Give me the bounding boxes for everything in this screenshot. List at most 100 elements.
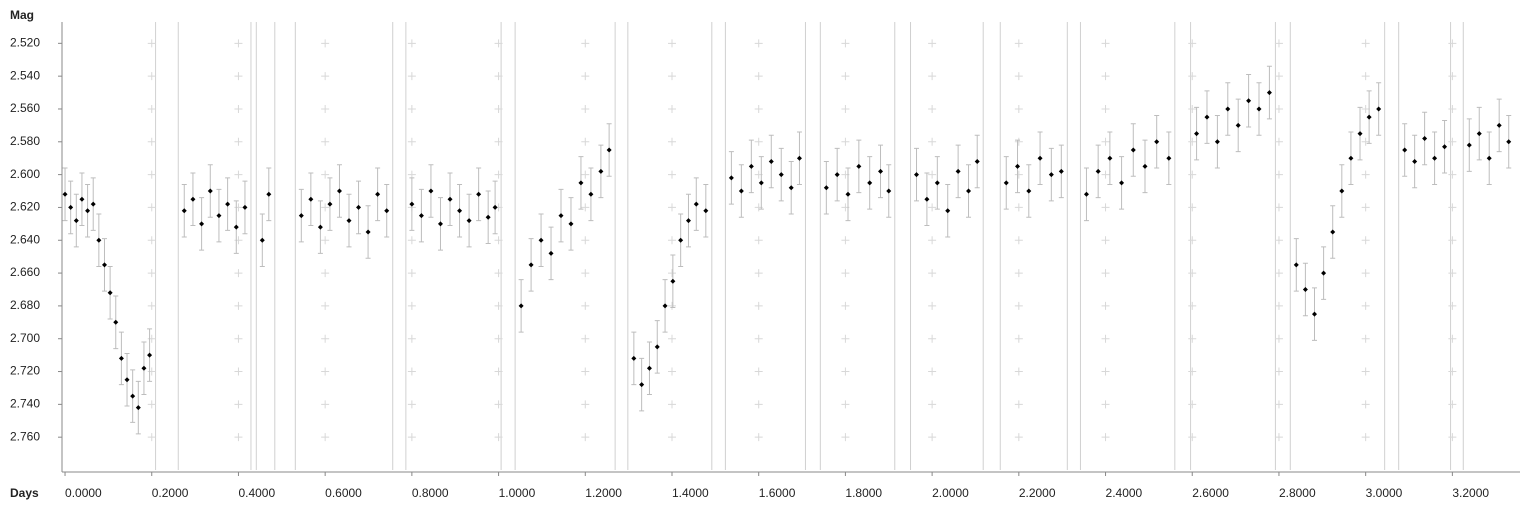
grid-mark bbox=[581, 72, 590, 81]
data-point bbox=[1235, 122, 1241, 128]
data-point bbox=[1496, 122, 1502, 128]
grid-mark bbox=[1361, 334, 1370, 343]
data-point bbox=[1083, 191, 1089, 197]
grid-mark bbox=[234, 269, 243, 278]
grid-mark bbox=[1101, 367, 1110, 376]
data-point bbox=[778, 172, 784, 178]
x-tick-label: 2.2000 bbox=[1019, 486, 1056, 500]
data-point bbox=[418, 213, 424, 219]
grid-mark bbox=[147, 104, 156, 113]
data-point bbox=[409, 201, 415, 207]
grid-mark bbox=[581, 137, 590, 146]
grid-mark bbox=[928, 72, 937, 81]
data-point bbox=[693, 201, 699, 207]
grid-mark bbox=[234, 104, 243, 113]
grid-mark bbox=[494, 72, 503, 81]
grid-mark bbox=[928, 334, 937, 343]
data-point bbox=[1026, 188, 1032, 194]
data-point bbox=[914, 172, 920, 178]
data-point bbox=[646, 365, 652, 371]
grid-mark bbox=[407, 170, 416, 179]
data-point bbox=[1214, 139, 1220, 145]
data-point bbox=[1442, 144, 1448, 150]
grid-mark bbox=[1361, 433, 1370, 442]
data-point bbox=[79, 196, 85, 202]
data-point bbox=[1015, 163, 1021, 169]
grid-mark bbox=[928, 203, 937, 212]
grid-mark bbox=[234, 400, 243, 409]
data-point bbox=[327, 201, 333, 207]
grid-mark bbox=[754, 367, 763, 376]
data-point bbox=[1037, 155, 1043, 161]
grid-mark bbox=[1274, 334, 1283, 343]
data-point bbox=[1476, 131, 1482, 137]
data-point bbox=[1003, 180, 1009, 186]
grid-mark bbox=[667, 72, 676, 81]
grid-mark bbox=[1101, 269, 1110, 278]
grid-mark bbox=[321, 269, 330, 278]
grid-mark bbox=[581, 400, 590, 409]
grid-mark bbox=[667, 170, 676, 179]
grid-mark bbox=[407, 301, 416, 310]
data-point bbox=[558, 213, 564, 219]
y-tick-label: 2.620 bbox=[10, 200, 40, 214]
grid-mark bbox=[147, 170, 156, 179]
data-point bbox=[428, 188, 434, 194]
grid-mark bbox=[1448, 170, 1457, 179]
grid-mark bbox=[1448, 433, 1457, 442]
grid-mark bbox=[1361, 301, 1370, 310]
grid-mark bbox=[1361, 269, 1370, 278]
grid-mark bbox=[928, 301, 937, 310]
grid-mark bbox=[928, 170, 937, 179]
grid-mark bbox=[928, 269, 937, 278]
grid-mark bbox=[1361, 137, 1370, 146]
data-point bbox=[233, 224, 239, 230]
data-point bbox=[1119, 180, 1125, 186]
data-point bbox=[538, 237, 544, 243]
grid-mark bbox=[234, 301, 243, 310]
data-point bbox=[259, 237, 265, 243]
data-point bbox=[68, 204, 74, 210]
grid-mark bbox=[321, 334, 330, 343]
grid-mark bbox=[1188, 301, 1197, 310]
y-tick-label: 2.560 bbox=[10, 101, 40, 115]
grid-mark bbox=[147, 269, 156, 278]
data-point bbox=[1048, 172, 1054, 178]
grid-mark bbox=[1274, 104, 1283, 113]
grid-mark bbox=[1188, 203, 1197, 212]
grid-mark bbox=[1448, 203, 1457, 212]
grid-mark bbox=[667, 236, 676, 245]
data-point bbox=[1266, 90, 1272, 96]
data-point bbox=[1506, 139, 1512, 145]
x-tick-label: 3.2000 bbox=[1452, 486, 1489, 500]
grid-mark bbox=[407, 104, 416, 113]
grid-mark bbox=[321, 400, 330, 409]
data-point bbox=[966, 188, 972, 194]
data-point bbox=[748, 163, 754, 169]
x-tick-label: 2.4000 bbox=[1106, 486, 1143, 500]
data-point bbox=[141, 365, 147, 371]
grid-mark bbox=[1361, 170, 1370, 179]
x-tick-label: 2.0000 bbox=[932, 486, 969, 500]
grid-mark bbox=[841, 367, 850, 376]
grid-mark bbox=[1361, 104, 1370, 113]
grid-mark bbox=[928, 39, 937, 48]
data-point bbox=[631, 355, 637, 361]
grid-mark bbox=[407, 137, 416, 146]
y-tick-label: 2.640 bbox=[10, 232, 40, 246]
grid-mark bbox=[1101, 39, 1110, 48]
grid-mark bbox=[234, 39, 243, 48]
data-point bbox=[1256, 106, 1262, 112]
grid-mark bbox=[1101, 104, 1110, 113]
y-tick-label: 2.540 bbox=[10, 68, 40, 82]
grid-mark bbox=[1448, 269, 1457, 278]
grid-mark bbox=[321, 433, 330, 442]
data-point bbox=[62, 191, 68, 197]
grid-mark bbox=[1448, 39, 1457, 48]
grid-mark bbox=[407, 72, 416, 81]
grid-mark bbox=[841, 236, 850, 245]
grid-mark bbox=[234, 367, 243, 376]
x-tick-label: 2.6000 bbox=[1192, 486, 1229, 500]
data-point bbox=[298, 213, 304, 219]
grid-mark bbox=[841, 104, 850, 113]
